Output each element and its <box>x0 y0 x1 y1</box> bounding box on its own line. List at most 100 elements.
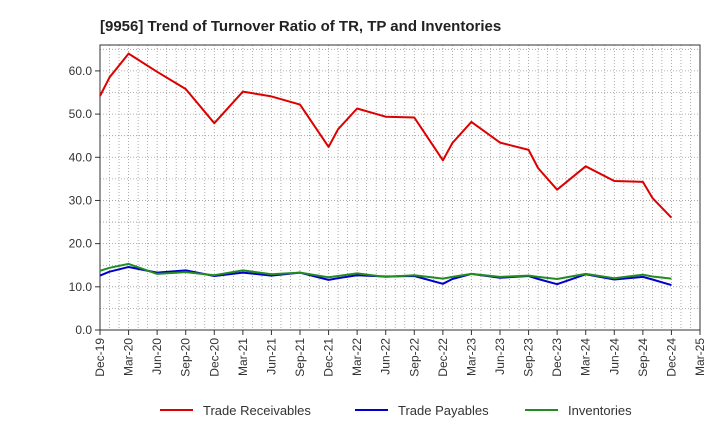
series-0-point <box>108 76 111 79</box>
y-tick-label: 60.0 <box>69 64 93 78</box>
series-0-point <box>127 52 130 55</box>
series-2-point <box>527 274 530 277</box>
series-0-point <box>99 95 102 98</box>
series-0-point <box>184 88 187 91</box>
series-0-point <box>327 145 330 148</box>
series-0-point <box>613 180 616 183</box>
legend-label-0: Trade Receivables <box>203 403 311 418</box>
legend-label-1: Trade Payables <box>398 403 489 418</box>
x-tick-label: Mar-24 <box>579 338 593 376</box>
x-tick-label: Sep-20 <box>179 338 193 377</box>
series-0-point <box>641 180 644 183</box>
series-2-point <box>156 272 159 275</box>
series-2-point <box>413 274 416 277</box>
series-2-point <box>108 266 111 269</box>
series-2-point <box>99 269 102 272</box>
x-tick-label: Dec-19 <box>93 338 107 377</box>
series-2-point <box>356 272 359 275</box>
series-0-point <box>299 103 302 106</box>
plot-frame <box>99 44 701 331</box>
series-2-point <box>127 262 130 265</box>
series-2-point <box>537 275 540 278</box>
series-0-point <box>413 116 416 119</box>
legend-label-2: Inventories <box>568 403 632 418</box>
series-2-point <box>327 276 330 279</box>
axes-layer: 0.0 10.0 20.0 30.0 40.0 50.0 60.0 Dec-19 Mar-20 J… <box>69 44 707 377</box>
series-1-point <box>556 283 559 286</box>
x-tick-label: Mar-20 <box>122 338 136 376</box>
x-tick-label: Mar-25 <box>693 338 707 376</box>
series-1-point <box>670 284 673 287</box>
series-line-0 <box>99 52 673 219</box>
series-2-point <box>556 278 559 281</box>
series-2-point <box>213 274 216 277</box>
x-tick-label: Jun-24 <box>607 338 621 375</box>
series-0-point <box>527 148 530 151</box>
x-tick-label: Dec-24 <box>664 338 678 377</box>
series-0-point <box>356 107 359 110</box>
x-tick-label: Jun-22 <box>379 338 393 375</box>
chart-title: [9956] Trend of Turnover Ratio of TR, TP… <box>100 18 501 35</box>
series-1-point <box>99 274 102 277</box>
x-tick-label: Jun-23 <box>493 338 507 375</box>
series-1-point <box>651 278 654 281</box>
series-2-point <box>613 277 616 280</box>
series-2-point <box>337 275 340 278</box>
series-1-point <box>127 266 130 269</box>
series-0-point <box>470 120 473 123</box>
series-2-point <box>641 273 644 276</box>
series-2-point <box>670 277 673 280</box>
plot-background <box>100 45 700 330</box>
series-0-point <box>241 90 244 93</box>
series-0-point <box>651 196 654 199</box>
series-0-point <box>270 95 273 98</box>
series-2-point <box>470 272 473 275</box>
series-layer <box>99 52 673 287</box>
x-tick-label: Mar-23 <box>464 338 478 376</box>
y-tick-label: 50.0 <box>69 107 93 121</box>
series-0-point <box>670 216 673 219</box>
series-2-point <box>441 277 444 280</box>
series-1-point <box>327 278 330 281</box>
x-tick-label: Sep-23 <box>522 338 536 377</box>
series-0-point <box>156 70 159 73</box>
series-0-point <box>537 167 540 170</box>
x-tick-label: Sep-24 <box>636 338 650 377</box>
x-tick-label: Jun-20 <box>150 338 164 375</box>
series-1-point <box>108 270 111 273</box>
series-0-point <box>556 188 559 191</box>
series-0-point <box>451 142 454 145</box>
series-2-point <box>241 269 244 272</box>
y-tick-label: 0.0 <box>75 323 92 337</box>
series-line-2 <box>99 262 672 280</box>
series-1-point <box>441 282 444 285</box>
y-tick-label: 20.0 <box>69 237 93 251</box>
y-tick-label: 40.0 <box>69 150 93 164</box>
series-0-point <box>384 115 387 118</box>
series-2-point <box>384 275 387 278</box>
x-tick-label: Dec-22 <box>436 338 450 377</box>
series-2-point <box>184 271 187 274</box>
series-0-point <box>441 159 444 162</box>
series-2-point <box>451 275 454 278</box>
series-0-point <box>499 141 502 144</box>
x-tick-label: Sep-22 <box>407 338 421 377</box>
series-0-point <box>337 128 340 131</box>
series-2-point <box>584 272 587 275</box>
legend: Trade Receivables Trade Payables Inventori… <box>160 403 632 418</box>
series-2-point <box>299 271 302 274</box>
x-tick-label: Mar-22 <box>350 338 364 376</box>
x-tick-label: Dec-20 <box>207 338 221 377</box>
x-tick-label: Dec-23 <box>550 338 564 377</box>
x-tick-label: Dec-21 <box>322 338 336 377</box>
x-tick-label: Sep-21 <box>293 338 307 377</box>
series-2-point <box>499 275 502 278</box>
x-tick-label: Jun-21 <box>264 338 278 375</box>
grid-layer <box>99 45 701 331</box>
y-tick-label: 30.0 <box>69 193 93 207</box>
x-tick-label: Mar-21 <box>236 338 250 376</box>
series-0-point <box>584 165 587 168</box>
series-2-point <box>270 273 273 276</box>
